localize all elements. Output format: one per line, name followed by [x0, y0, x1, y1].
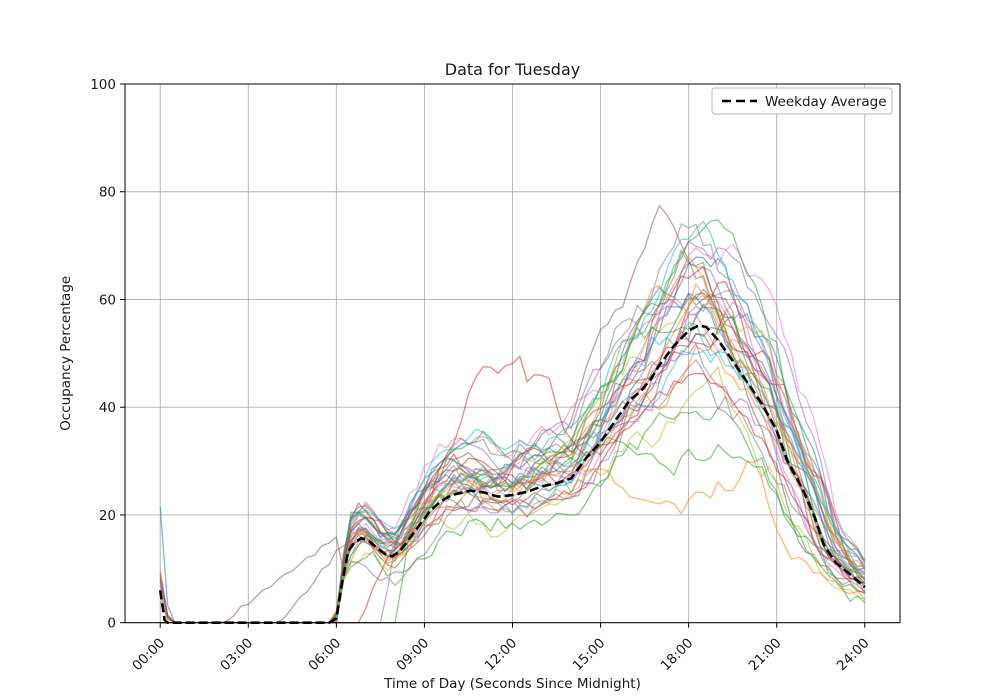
day-traces [159, 204, 866, 624]
legend-label: Weekday Average [765, 94, 887, 110]
chart-title: Data for Tuesday [445, 60, 580, 79]
x-tick-label: 12:00 [482, 635, 521, 674]
y-tick-label: 80 [99, 185, 116, 201]
x-tick-label: 21:00 [746, 635, 785, 674]
day-trace [160, 333, 865, 624]
legend: Weekday Average [711, 87, 893, 115]
x-tick-label: 09:00 [393, 635, 432, 674]
y-tick-label: 0 [107, 616, 116, 632]
x-axis-label: Time of Day (Seconds Since Midnight) [383, 676, 641, 692]
x-tick-label: 06:00 [305, 635, 344, 674]
x-tick-label: 15:00 [570, 635, 609, 674]
y-axis-label: Occupancy Percentage [58, 276, 74, 431]
legend-box [711, 87, 893, 115]
weekday-average-line [158, 323, 866, 625]
y-tick-label: 100 [90, 77, 116, 93]
x-tick-label: 18:00 [658, 635, 697, 674]
y-tick-label: 60 [99, 292, 116, 308]
y-tick-label: 40 [99, 400, 116, 416]
grid [125, 83, 900, 624]
x-tick-label: 00:00 [129, 635, 168, 674]
y-tick-label: 20 [99, 508, 116, 524]
x-tick-label: 24:00 [834, 635, 873, 674]
x-tick-label: 03:00 [217, 635, 256, 674]
